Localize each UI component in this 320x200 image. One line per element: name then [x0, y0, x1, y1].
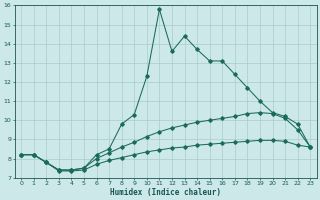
X-axis label: Humidex (Indice chaleur): Humidex (Indice chaleur): [110, 188, 221, 197]
